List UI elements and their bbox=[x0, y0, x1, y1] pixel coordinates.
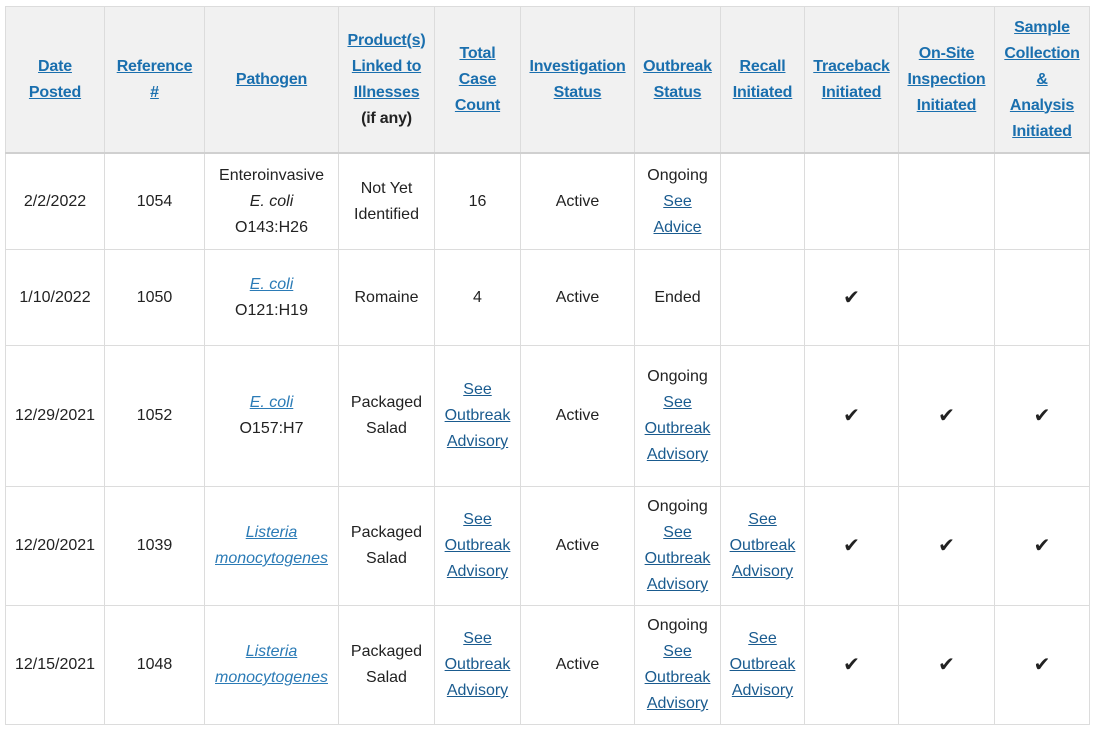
outbreak-investigations-table: Date Posted Reference # Pathogen Product… bbox=[5, 6, 1090, 725]
cell-outbreak-status: Ended bbox=[634, 249, 721, 346]
cell-sample-collection: ✔ bbox=[994, 345, 1090, 487]
cell-date: 2/2/2022 bbox=[5, 152, 105, 250]
cell-recall-initiated bbox=[720, 249, 805, 346]
cell-reference: 1048 bbox=[104, 605, 205, 725]
see-outbreak-advisory-link[interactable]: See Outbreak Advisory bbox=[444, 511, 511, 580]
cell-total-case-count: See Outbreak Advisory bbox=[434, 605, 521, 725]
cell-investigation-status: Active bbox=[520, 605, 635, 725]
cell-pathogen: Listeria monocytogenes bbox=[204, 605, 339, 725]
cell-traceback-initiated: ✔ bbox=[804, 345, 899, 487]
cell-outbreak-status: Ongoing See Outbreak Advisory bbox=[634, 345, 721, 487]
see-advice-link[interactable]: See Advice bbox=[653, 192, 702, 236]
pathogen-link[interactable]: E. coli bbox=[249, 275, 294, 293]
cell-date: 12/15/2021 bbox=[5, 605, 105, 725]
header-outbreak-status[interactable]: Outbreak Status bbox=[634, 6, 721, 154]
cell-sample-collection: ✔ bbox=[994, 486, 1090, 606]
cell-onsite-inspection: ✔ bbox=[898, 605, 995, 725]
cell-traceback-initiated bbox=[804, 152, 899, 250]
table-row: 12/20/2021 1039 Listeria monocytogenes P… bbox=[5, 486, 1090, 606]
see-outbreak-advisory-link[interactable]: See Outbreak Advisory bbox=[444, 630, 511, 699]
pathogen-link[interactable]: E. coli bbox=[249, 394, 294, 411]
header-total-case-count[interactable]: Total Case Count bbox=[434, 6, 521, 154]
cell-investigation-status: Active bbox=[520, 345, 635, 487]
cell-date: 1/10/2022 bbox=[5, 249, 105, 346]
cell-outbreak-status: Ongoing See Outbreak Advisory bbox=[634, 486, 721, 606]
cell-total-case-count: See Outbreak Advisory bbox=[434, 486, 521, 606]
header-recall-initiated[interactable]: Recall Initiated bbox=[720, 6, 805, 154]
cell-onsite-inspection bbox=[898, 152, 995, 250]
outbreak-table-container: Date Posted Reference # Pathogen Product… bbox=[5, 6, 1090, 725]
header-reference[interactable]: Reference # bbox=[104, 6, 205, 154]
cell-product: Packaged Salad bbox=[338, 605, 435, 725]
see-outbreak-advisory-link[interactable]: See Outbreak Advisory bbox=[644, 643, 711, 712]
cell-total-case-count: See Outbreak Advisory bbox=[434, 345, 521, 487]
cell-date: 12/20/2021 bbox=[5, 486, 105, 606]
cell-date: 12/29/2021 bbox=[5, 345, 105, 487]
see-outbreak-advisory-link[interactable]: See Outbreak Advisory bbox=[644, 524, 711, 593]
see-outbreak-advisory-link[interactable]: See Outbreak Advisory bbox=[644, 394, 711, 463]
cell-product: Romaine bbox=[338, 249, 435, 346]
table-row: 2/2/2022 1054 Enteroinvasive E. coli O14… bbox=[5, 152, 1090, 250]
header-onsite-inspection-initiated[interactable]: On-Site Inspection Initiated bbox=[898, 6, 995, 154]
cell-traceback-initiated: ✔ bbox=[804, 249, 899, 346]
cell-traceback-initiated: ✔ bbox=[804, 605, 899, 725]
cell-reference: 1052 bbox=[104, 345, 205, 487]
header-products[interactable]: Product(s) Linked to Illnesses (if any) bbox=[338, 6, 435, 154]
cell-sample-collection bbox=[994, 152, 1090, 250]
header-pathogen[interactable]: Pathogen bbox=[204, 6, 339, 154]
header-products-note: (if any) bbox=[361, 109, 412, 127]
pathogen-link[interactable]: Listeria monocytogenes bbox=[215, 643, 328, 686]
cell-traceback-initiated: ✔ bbox=[804, 486, 899, 606]
header-sample-collection-initiated[interactable]: Sample Collection & Analysis Initiated bbox=[994, 6, 1090, 154]
cell-recall-initiated bbox=[720, 152, 805, 250]
cell-total-case-count: 4 bbox=[434, 249, 521, 346]
header-traceback-initiated[interactable]: Traceback Initiated bbox=[804, 6, 899, 154]
cell-recall-initiated: See Outbreak Advisory bbox=[720, 486, 805, 606]
cell-total-case-count: 16 bbox=[434, 152, 521, 250]
table-row: 1/10/2022 1050 E. coli O121:H19 Romaine … bbox=[5, 249, 1090, 346]
cell-recall-initiated: See Outbreak Advisory bbox=[720, 605, 805, 725]
table-row: 12/29/2021 1052 E. coli O157:H7 Packaged… bbox=[5, 345, 1090, 487]
cell-product: Not Yet Identified bbox=[338, 152, 435, 250]
cell-recall-initiated bbox=[720, 345, 805, 487]
cell-pathogen: E. coli O121:H19 bbox=[204, 249, 339, 346]
cell-sample-collection bbox=[994, 249, 1090, 346]
cell-pathogen: E. coli O157:H7 bbox=[204, 345, 339, 487]
cell-reference: 1050 bbox=[104, 249, 205, 346]
see-outbreak-advisory-link[interactable]: See Outbreak Advisory bbox=[729, 511, 796, 580]
table-header-row: Date Posted Reference # Pathogen Product… bbox=[5, 6, 1090, 154]
cell-onsite-inspection: ✔ bbox=[898, 486, 995, 606]
header-investigation-status[interactable]: Investigation Status bbox=[520, 6, 635, 154]
cell-sample-collection: ✔ bbox=[994, 605, 1090, 725]
cell-pathogen: Enteroinvasive E. coli O143:H26 bbox=[204, 152, 339, 250]
see-outbreak-advisory-link[interactable]: See Outbreak Advisory bbox=[729, 630, 796, 699]
cell-onsite-inspection bbox=[898, 249, 995, 346]
header-date-posted[interactable]: Date Posted bbox=[5, 6, 105, 154]
cell-investigation-status: Active bbox=[520, 486, 635, 606]
cell-outbreak-status: Ongoing See Advice bbox=[634, 152, 721, 250]
cell-investigation-status: Active bbox=[520, 152, 635, 250]
pathogen-link[interactable]: Listeria monocytogenes bbox=[215, 524, 328, 567]
cell-onsite-inspection: ✔ bbox=[898, 345, 995, 487]
cell-product: Packaged Salad bbox=[338, 486, 435, 606]
table-row: 12/15/2021 1048 Listeria monocytogenes P… bbox=[5, 605, 1090, 725]
see-outbreak-advisory-link[interactable]: See Outbreak Advisory bbox=[444, 381, 511, 450]
cell-reference: 1039 bbox=[104, 486, 205, 606]
cell-product: Packaged Salad bbox=[338, 345, 435, 487]
cell-outbreak-status: Ongoing See Outbreak Advisory bbox=[634, 605, 721, 725]
cell-reference: 1054 bbox=[104, 152, 205, 250]
cell-pathogen: Listeria monocytogenes bbox=[204, 486, 339, 606]
cell-investigation-status: Active bbox=[520, 249, 635, 346]
